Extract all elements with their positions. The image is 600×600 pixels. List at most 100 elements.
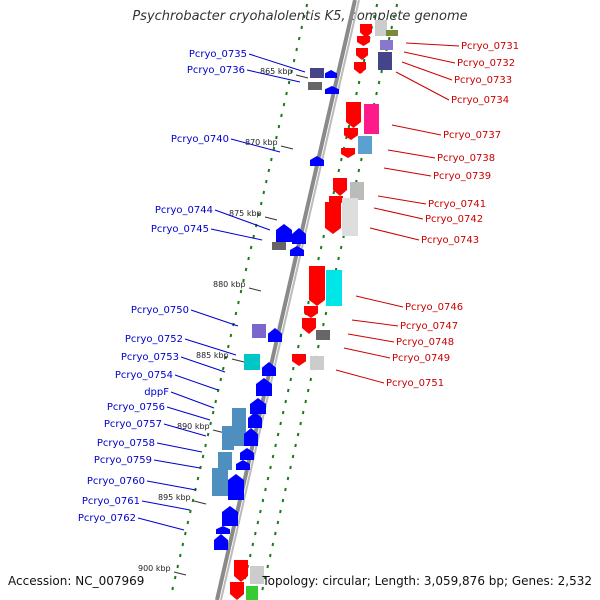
left-gene-label: Pcryo_0760 (87, 476, 145, 487)
tick-mark (281, 410, 285, 415)
right-gene-feature (342, 198, 358, 236)
tick-mark (297, 344, 300, 349)
tick-mark (248, 553, 252, 558)
tick-mark (284, 487, 287, 492)
right-label-leader (395, 71, 450, 101)
right-gene-label: Pcryo_0747 (400, 321, 458, 332)
tick-mark (178, 553, 182, 558)
right-gene-feature (350, 182, 364, 200)
left-gene-feature (276, 224, 292, 242)
scale-tick-label: 890 kbp (177, 422, 210, 431)
tick-mark (216, 388, 220, 393)
left-gene-feature (272, 242, 286, 250)
tick-mark (337, 256, 340, 261)
left-gene-label: Pcryo_0758 (97, 438, 155, 449)
left-gene-label: Pcryo_0752 (125, 334, 183, 345)
gene-arrow (240, 448, 254, 460)
tick-mark (286, 476, 290, 481)
right-gene-label: Pcryo_0731 (461, 41, 519, 52)
gene-body (316, 330, 330, 340)
tick-mark (295, 47, 298, 52)
tick-mark (357, 168, 361, 173)
scale-tick-line (231, 358, 245, 363)
tick-mark (340, 157, 343, 162)
tick-mark (280, 113, 283, 118)
left-label-leader (248, 53, 306, 73)
tick-mark (300, 25, 304, 30)
tick-mark (262, 190, 266, 195)
right-gene-feature (356, 48, 368, 60)
tick-mark (319, 245, 323, 250)
tick-mark (257, 212, 260, 217)
right-gene-feature (360, 24, 372, 38)
left-gene-feature (310, 68, 324, 78)
left-gene-feature (222, 506, 238, 526)
left-gene-feature (222, 426, 234, 450)
left-label-leader (170, 391, 215, 409)
tick-mark (290, 69, 293, 74)
gene-arrow (356, 48, 368, 60)
tick-mark (324, 311, 328, 316)
left-label-leader (156, 442, 203, 453)
tick-mark (339, 245, 343, 250)
tick-mark (186, 520, 190, 525)
gene-arrow (309, 266, 325, 306)
tick-mark (237, 300, 240, 305)
right-gene-feature (246, 586, 258, 600)
tick-mark (375, 91, 378, 96)
scale-tick-label: 880 kbp (213, 280, 246, 289)
right-gene-feature (357, 36, 370, 46)
tick-mark (247, 256, 250, 261)
tick-mark (289, 465, 292, 470)
left-gene-feature (248, 412, 262, 428)
tick-mark (268, 553, 272, 558)
tick-mark (357, 80, 361, 85)
tick-mark (289, 377, 293, 382)
tick-mark (239, 289, 243, 294)
left-gene-feature (236, 460, 250, 470)
right-gene-label: Pcryo_0751 (386, 378, 444, 389)
left-label-leader (246, 69, 301, 83)
tick-mark (201, 454, 205, 459)
left-gene-feature (325, 86, 339, 94)
right-gene-label: Pcryo_0733 (454, 75, 512, 86)
gene-body (246, 586, 258, 600)
accession-label: Accession: NC_007969 (8, 574, 145, 588)
tick-mark (279, 509, 282, 514)
right-gene-label: Pcryo_0742 (425, 214, 483, 225)
left-gene-feature (252, 324, 266, 338)
right-gene-feature (304, 306, 318, 318)
scale-tick-line (280, 145, 294, 150)
gene-body (310, 356, 324, 370)
gene-arrow (262, 362, 276, 376)
left-gene-feature (290, 246, 304, 256)
left-gene-feature (292, 228, 306, 244)
tick-mark (362, 58, 366, 63)
gene-arrow (214, 534, 228, 550)
tick-mark (305, 3, 309, 8)
right-gene-label: Pcryo_0743 (421, 235, 479, 246)
tick-mark (204, 443, 207, 448)
gene-arrow (228, 474, 244, 500)
scale-tick-label: 875 kbp (229, 209, 262, 218)
tick-mark (266, 476, 270, 481)
gene-arrow (325, 202, 341, 234)
gene-arrow (216, 526, 230, 534)
right-gene-label: Pcryo_0732 (457, 58, 515, 69)
left-gene-feature (250, 398, 266, 414)
tick-mark (176, 564, 180, 569)
left-gene-label: Pcryo_0753 (121, 352, 179, 363)
tick-mark (274, 531, 277, 536)
tick-mark (355, 91, 358, 96)
tick-mark (222, 366, 225, 371)
tick-mark (189, 509, 192, 514)
left-gene-feature (308, 82, 322, 90)
scale-tick-line (264, 216, 278, 221)
scale-tick-label: 895 kbp (158, 493, 191, 502)
tick-mark (219, 377, 223, 382)
tick-mark (263, 575, 267, 580)
tick-mark (292, 58, 296, 63)
right-gene-label: Pcryo_0737 (443, 130, 501, 141)
tick-mark (395, 3, 399, 8)
tick-mark (360, 157, 363, 162)
